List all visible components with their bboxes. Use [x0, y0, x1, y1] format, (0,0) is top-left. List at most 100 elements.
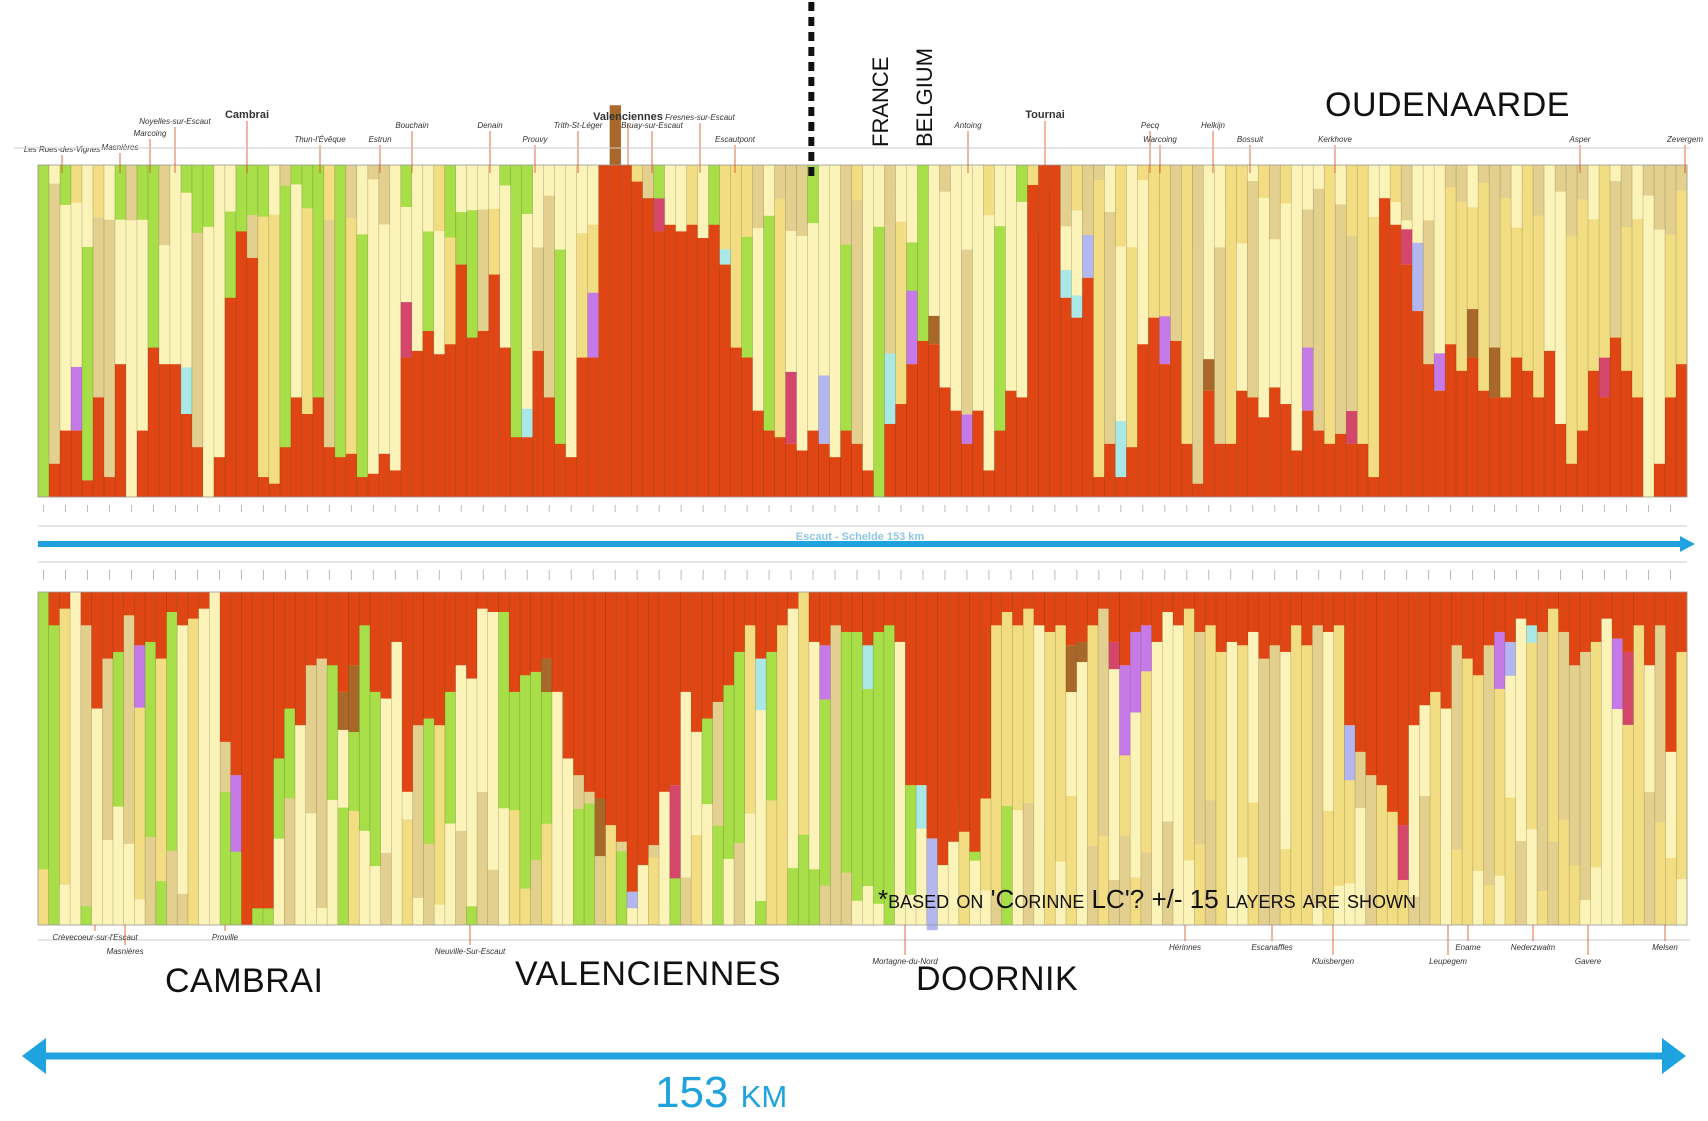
top-bar — [422, 331, 435, 497]
top-bar — [906, 364, 918, 497]
bottom-bar-lower — [369, 866, 381, 925]
bottom-bar-base — [1312, 592, 1324, 925]
top-bar-base — [796, 165, 808, 497]
bottom-bar — [391, 592, 403, 642]
top-bar-upper — [202, 165, 215, 227]
top-bar-upper — [1357, 165, 1369, 227]
bottom-bar-accent — [755, 658, 767, 711]
top-town-label: Prouvy — [523, 135, 549, 144]
bottom-bar-lower — [1601, 885, 1613, 925]
bottom-bar-lower — [91, 900, 103, 925]
top-bar-upper — [1181, 165, 1193, 252]
top-bar — [1621, 370, 1633, 497]
bottom-bar-lower — [648, 857, 660, 925]
bottom-bar — [1387, 592, 1399, 812]
top-bar — [642, 198, 654, 497]
top-bar — [466, 337, 479, 497]
top-bar-upper — [81, 165, 94, 247]
top-bar-base — [1126, 165, 1138, 497]
top-bar-upper — [191, 165, 204, 233]
top-bar-upper — [1214, 165, 1226, 248]
bottom-bar-base — [1451, 592, 1463, 925]
bottom-bar — [1140, 592, 1152, 626]
top-bar — [455, 264, 468, 497]
bottom-bar-lower — [466, 906, 478, 925]
bottom-bar-lower — [1023, 803, 1035, 925]
bottom-bar-base — [1194, 592, 1206, 925]
bottom-bar-lower — [102, 840, 114, 925]
top-town-label: Helkijn — [1201, 121, 1226, 130]
top-bar-upper — [972, 165, 984, 237]
bottom-bar-lower — [723, 858, 735, 925]
top-bar-upper — [1500, 165, 1512, 199]
top-bar — [246, 257, 259, 497]
bottom-bar — [487, 592, 499, 612]
top-town-label: Escautpont — [715, 135, 756, 144]
top-bar — [1412, 311, 1424, 497]
bottom-bar-base — [80, 592, 92, 925]
top-bar-upper — [1247, 165, 1259, 182]
bottom-bar-accent — [1397, 825, 1409, 880]
top-bar-upper — [939, 165, 951, 192]
bottom-bar-base — [348, 592, 360, 925]
top-bar-upper — [532, 165, 544, 248]
bottom-bar-lower — [1408, 896, 1420, 925]
bottom-bar-lower — [455, 830, 467, 925]
top-bar-upper — [763, 165, 775, 216]
top-bar-base — [972, 165, 984, 497]
bottom-bar-base — [744, 592, 756, 925]
bottom-bar-lower — [1162, 821, 1174, 925]
top-bar-base — [1511, 165, 1523, 497]
top-bar-upper — [125, 165, 138, 221]
bottom-bar-base — [337, 592, 349, 925]
top-bar-accent — [785, 371, 797, 444]
top-bar-base — [136, 165, 149, 497]
top-bar-upper — [686, 165, 698, 245]
bottom-bar — [59, 592, 71, 609]
bottom-bar-lower — [691, 835, 703, 925]
top-bar-upper — [136, 165, 149, 220]
top-bar-upper — [411, 165, 424, 193]
bottom-bar-accent — [348, 665, 360, 733]
bottom-bar-base — [455, 592, 467, 925]
top-bar — [950, 410, 962, 497]
top-bar — [1577, 430, 1589, 497]
bottom-bar — [659, 592, 671, 792]
top-bar-accent — [1060, 270, 1072, 298]
bottom-bar-base — [819, 592, 831, 925]
bottom-bar-lower — [1365, 898, 1377, 925]
bottom-bar — [1558, 592, 1570, 632]
bottom-bar-base — [1237, 592, 1249, 925]
bottom-bar-accent — [1119, 665, 1131, 756]
bottom-bar — [1119, 592, 1131, 666]
top-bar — [1610, 337, 1622, 497]
top-bar-upper — [1643, 165, 1655, 196]
top-bar-base — [818, 165, 830, 497]
top-bar-base — [1654, 165, 1666, 497]
bottom-bar-lower — [990, 894, 1003, 925]
bottom-bar-base — [102, 592, 114, 925]
top-bar — [1665, 397, 1677, 497]
bottom-bar-lower — [1001, 806, 1013, 925]
top-bar — [1379, 198, 1391, 497]
top-bar — [1093, 477, 1105, 497]
bottom-bar-base — [1622, 592, 1634, 925]
top-bar-base — [917, 165, 929, 497]
top-bar-base — [466, 165, 479, 497]
bottom-bar-lower — [573, 808, 585, 925]
bottom-bar-base — [466, 592, 478, 925]
bottom-bar — [348, 592, 360, 666]
bottom-bar-lower — [873, 903, 885, 925]
top-bar — [1126, 447, 1138, 497]
top-bar — [136, 430, 149, 497]
top-bar — [257, 477, 270, 497]
bottom-bar-base — [1151, 592, 1163, 925]
top-bar-base — [543, 165, 555, 497]
top-bar-base — [59, 165, 72, 497]
bottom-bar — [177, 592, 189, 626]
top-bar-base — [1181, 165, 1193, 497]
bottom-bar-lower — [1569, 865, 1581, 925]
top-bar — [719, 264, 731, 497]
label-oudenaarde: OUDENAARDE — [1325, 86, 1570, 124]
top-bar-upper — [1401, 165, 1413, 221]
